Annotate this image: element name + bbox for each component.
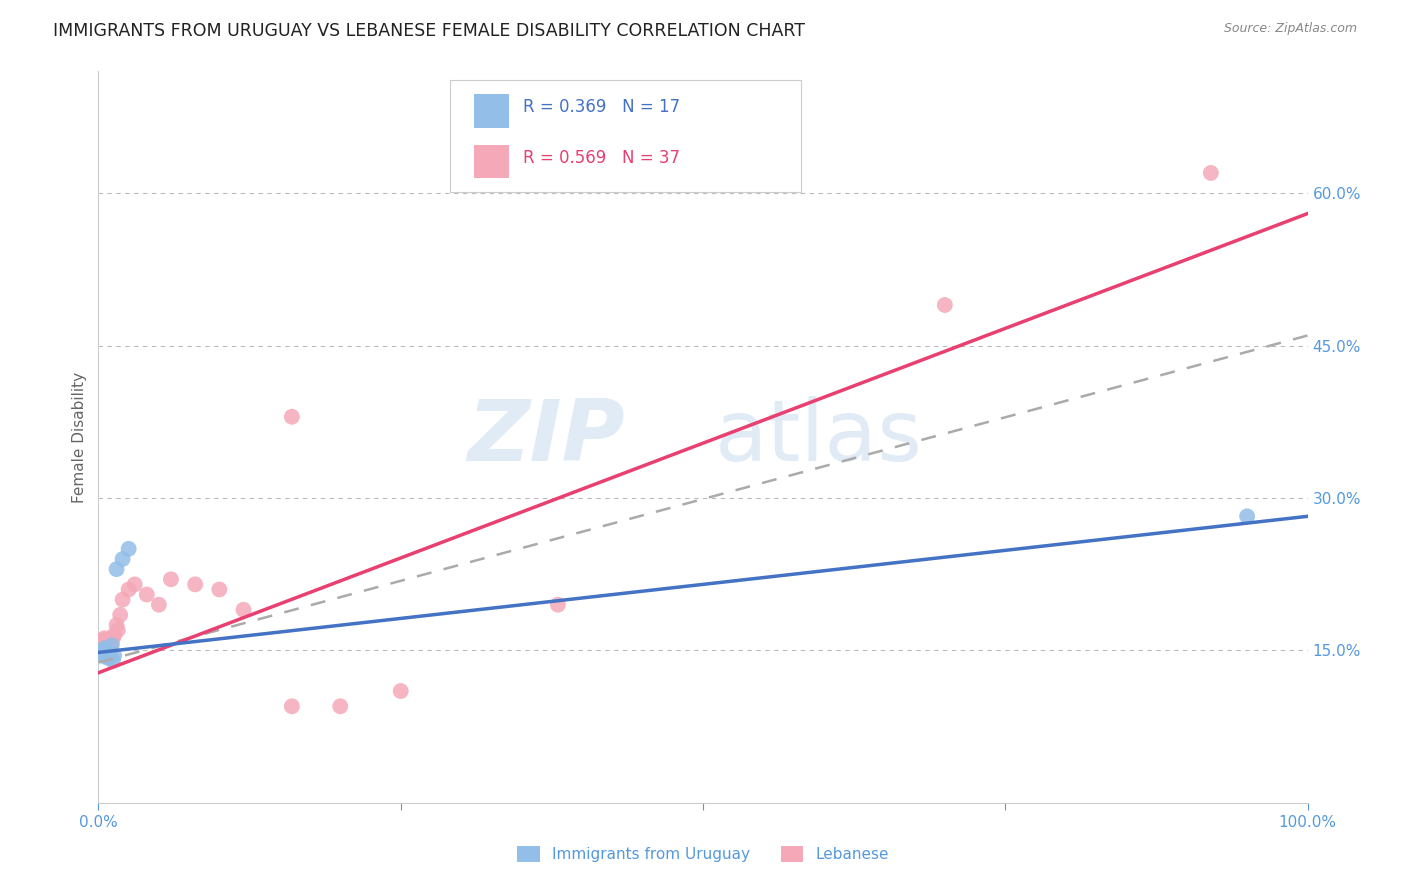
- Point: [105, 562, 128, 576]
- Point: [111, 552, 134, 566]
- Point: [934, 298, 956, 312]
- Point: [93, 641, 115, 656]
- Point: [90, 643, 112, 657]
- Text: IMMIGRANTS FROM URUGUAY VS LEBANESE FEMALE DISABILITY CORRELATION CHART: IMMIGRANTS FROM URUGUAY VS LEBANESE FEMA…: [53, 22, 806, 40]
- Text: R = 0.369   N = 17: R = 0.369 N = 17: [523, 98, 681, 116]
- Point: [281, 699, 304, 714]
- Point: [107, 623, 129, 637]
- Point: [96, 641, 118, 656]
- Point: [89, 643, 111, 657]
- Point: [281, 409, 304, 424]
- Point: [100, 638, 122, 652]
- Point: [118, 582, 141, 597]
- Point: [91, 648, 114, 663]
- Text: R = 0.569   N = 37: R = 0.569 N = 37: [523, 149, 681, 167]
- Legend: Immigrants from Uruguay, Lebanese: Immigrants from Uruguay, Lebanese: [510, 840, 896, 868]
- Point: [1236, 509, 1258, 524]
- Point: [91, 645, 114, 659]
- Point: [93, 643, 115, 657]
- Point: [94, 645, 117, 659]
- Point: [97, 648, 120, 663]
- Point: [103, 628, 125, 642]
- Point: [96, 650, 118, 665]
- Point: [108, 607, 131, 622]
- Point: [547, 598, 569, 612]
- Point: [111, 592, 134, 607]
- Point: [93, 632, 115, 646]
- Point: [100, 643, 122, 657]
- Point: [101, 632, 124, 646]
- Point: [101, 654, 124, 668]
- Point: [89, 645, 111, 659]
- Point: [91, 633, 114, 648]
- Point: [100, 650, 122, 665]
- Point: [90, 638, 112, 652]
- Point: [91, 638, 114, 652]
- Point: [94, 645, 117, 659]
- Text: atlas: atlas: [716, 395, 924, 479]
- Point: [329, 699, 352, 714]
- Point: [100, 635, 122, 649]
- Point: [148, 598, 170, 612]
- Point: [103, 648, 125, 663]
- Point: [184, 577, 207, 591]
- Point: [232, 603, 254, 617]
- Point: [208, 582, 231, 597]
- Text: Source: ZipAtlas.com: Source: ZipAtlas.com: [1223, 22, 1357, 36]
- Point: [91, 641, 114, 656]
- Text: ZIP: ZIP: [467, 395, 624, 479]
- Point: [389, 684, 412, 698]
- Point: [105, 618, 128, 632]
- Y-axis label: Female Disability: Female Disability: [72, 371, 87, 503]
- Point: [98, 650, 121, 665]
- Point: [97, 645, 120, 659]
- Point: [135, 588, 157, 602]
- Point: [1199, 166, 1222, 180]
- Point: [118, 541, 141, 556]
- Point: [94, 638, 117, 652]
- Point: [98, 645, 121, 659]
- Point: [160, 572, 183, 586]
- Point: [124, 577, 146, 591]
- Point: [90, 645, 112, 659]
- Point: [91, 647, 114, 661]
- Point: [96, 633, 118, 648]
